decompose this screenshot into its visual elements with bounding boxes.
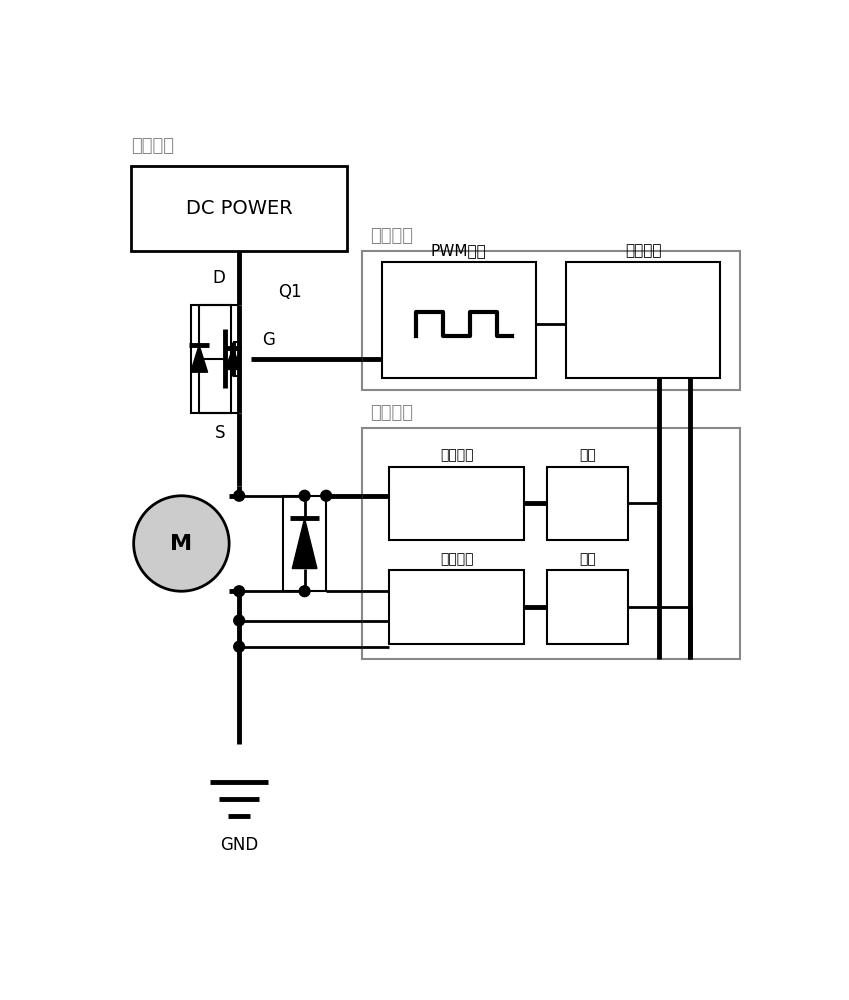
Polygon shape (191, 345, 207, 372)
Bar (283, 496, 326, 591)
Text: 驱动系统: 驱动系统 (370, 227, 413, 245)
Text: 转化: 转化 (579, 553, 596, 567)
Text: 电压采集: 电压采集 (440, 449, 474, 463)
Bar (363, 251, 739, 389)
Circle shape (233, 615, 245, 626)
Bar (390, 570, 524, 644)
Text: D: D (212, 269, 225, 287)
Circle shape (321, 490, 332, 501)
Circle shape (133, 496, 229, 591)
Text: GND: GND (220, 836, 258, 854)
Polygon shape (292, 518, 317, 569)
Circle shape (233, 586, 245, 597)
Bar (381, 262, 536, 378)
Circle shape (299, 586, 310, 597)
Text: DC POWER: DC POWER (186, 199, 293, 218)
Text: S: S (215, 424, 225, 442)
Polygon shape (225, 348, 240, 369)
Circle shape (233, 641, 245, 652)
Bar (363, 428, 739, 659)
Text: 转化: 转化 (579, 449, 596, 463)
Text: G: G (262, 331, 275, 349)
Text: 电源系统: 电源系统 (132, 137, 174, 155)
Bar (132, 166, 347, 251)
Text: 检测系统: 检测系统 (370, 404, 413, 422)
Bar (547, 570, 628, 644)
Bar (547, 466, 628, 540)
Bar (390, 466, 524, 540)
Bar (566, 262, 721, 378)
Text: 电流采集: 电流采集 (440, 553, 474, 567)
Bar (191, 305, 232, 413)
Text: Q1: Q1 (278, 283, 301, 301)
Circle shape (299, 490, 310, 501)
Text: PWM模块: PWM模块 (430, 244, 486, 259)
Text: 主控模块: 主控模块 (625, 244, 661, 259)
Text: M: M (171, 534, 193, 554)
Circle shape (233, 490, 245, 501)
